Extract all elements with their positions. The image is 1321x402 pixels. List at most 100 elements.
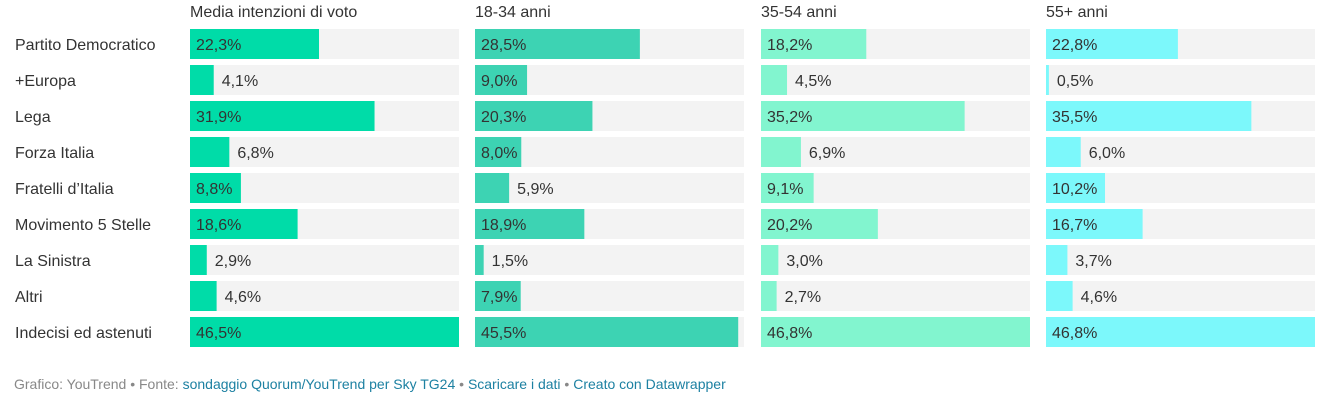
row-label: Altri [15,289,43,306]
bar [475,245,484,275]
data-label: 22,3% [196,37,241,54]
data-label: 3,7% [1075,253,1111,270]
bar-background [1046,245,1315,275]
column-header: 55+ anni [1046,4,1108,21]
row-label: Indecisi ed astenuti [15,325,152,342]
data-label: 1,5% [492,253,528,270]
row-label: Fratelli d’Italia [15,181,114,198]
bar [190,209,298,239]
data-label: 4,6% [225,289,261,306]
bar [475,101,593,131]
data-label: 16,7% [1052,217,1097,234]
data-label: 22,8% [1052,37,1097,54]
footer-separator: • [459,376,465,392]
bar-background [190,137,459,167]
data-label: 20,2% [767,217,812,234]
bar [190,317,459,347]
bar-background [475,173,744,203]
bar-background [1046,281,1315,311]
bar [761,317,1030,347]
bar-background [1046,137,1315,167]
bar-background [1046,65,1315,95]
row-label: Partito Democratico [15,37,156,54]
bar [1046,281,1073,311]
bar [475,281,521,311]
data-label: 3,0% [786,253,822,270]
bar [1046,137,1081,167]
bar [190,245,207,275]
bar-background [761,281,1030,311]
bar [475,209,585,239]
data-label: 8,8% [196,181,232,198]
data-label: 5,9% [517,181,553,198]
bar-background [761,245,1030,275]
datawrapper-link[interactable]: Creato con Datawrapper [573,376,726,392]
bar [1046,209,1143,239]
row-label: Lega [15,109,51,126]
row-label: Movimento 5 Stelle [15,217,151,234]
bar [761,29,867,59]
bar [1046,173,1106,203]
data-label: 4,1% [222,73,258,90]
data-label: 28,5% [481,37,526,54]
data-label: 18,2% [767,37,812,54]
bar [1046,29,1178,59]
bar [190,29,320,59]
column-header: 18-34 anni [475,4,551,21]
data-label: 4,6% [1081,289,1117,306]
bar [475,317,739,347]
bar-background [475,245,744,275]
bar [475,173,510,203]
bar [761,209,878,239]
bar [761,173,814,203]
data-label: 46,8% [767,325,812,342]
bar [1046,317,1315,347]
data-label: 31,9% [196,109,241,126]
bar [761,65,788,95]
bar [761,137,801,167]
row-label: +Europa [15,73,76,90]
bar [1046,101,1252,131]
data-label: 46,8% [1052,325,1097,342]
source-link[interactable]: sondaggio Quorum/YouTrend per Sky TG24 [182,376,456,392]
bar-background [761,65,1030,95]
row-label: La Sinistra [15,253,91,270]
data-label: 2,9% [215,253,251,270]
data-label: 8,0% [481,145,517,162]
data-label: 35,5% [1052,109,1097,126]
bar [190,173,241,203]
data-label: 46,5% [196,325,241,342]
bar-background [190,65,459,95]
footer-separator: • [564,376,570,392]
download-data-link[interactable]: Scaricare i dati [467,376,561,392]
bar [761,281,777,311]
data-label: 6,0% [1089,145,1125,162]
data-label: 6,8% [237,145,273,162]
bar [190,101,375,131]
data-label: 2,7% [785,289,821,306]
data-label: 20,3% [481,109,526,126]
data-label: 18,6% [196,217,241,234]
data-label: 9,0% [481,73,517,90]
bar [761,245,779,275]
bar [761,101,965,131]
bar-chart: Partito Democratico +Europa Lega Forza Ital… [15,4,1315,347]
row-label: Forza Italia [15,145,94,162]
data-label: 0,5% [1057,73,1093,90]
bar [190,137,230,167]
column-header: 35-54 anni [761,4,837,21]
bar-background [190,281,459,311]
bar [475,29,640,59]
data-label: 35,2% [767,109,812,126]
bar [475,65,528,95]
data-label: 4,5% [795,73,831,90]
chart-footer: Grafico: YouTrend • Fonte: sondaggio Quo… [14,376,726,392]
data-label: 9,1% [767,181,803,198]
bar [475,137,522,167]
bar-background [190,245,459,275]
bar [190,65,214,95]
data-label: 10,2% [1052,181,1097,198]
data-label: 6,9% [809,145,845,162]
bar-background [761,137,1030,167]
data-label: 7,9% [481,289,517,306]
